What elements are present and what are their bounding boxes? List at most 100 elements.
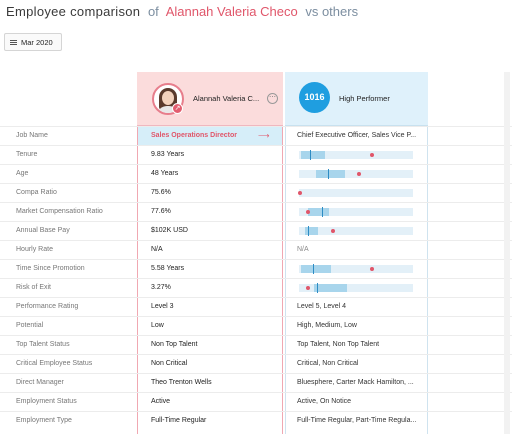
table-row: Direct Manager Theo Trenton Wells Bluesphe… [0, 373, 512, 392]
peer-value: Level 5, Level 4 [297, 303, 347, 310]
job-highlight [138, 127, 282, 145]
distribution-range [308, 208, 329, 216]
row-label: Hourly Rate [16, 246, 53, 253]
employee-value: Low [151, 322, 164, 329]
peer-column-header: 1016 High Performer [285, 72, 428, 126]
employee-value: Full-Time Regular [151, 417, 207, 424]
employee-marker [305, 286, 310, 290]
peer-group-label: High Performer [339, 94, 390, 103]
row-label: Employment Type [16, 417, 72, 424]
row-label: Direct Manager [16, 379, 64, 386]
employee-name[interactable]: Alannah Valeria C... [193, 94, 260, 103]
title-vs: vs others [305, 4, 359, 19]
distribution-bar[interactable] [299, 226, 413, 236]
distribution-median [321, 207, 323, 217]
employee-value: 48 Years [151, 170, 179, 177]
distribution-median [312, 264, 314, 274]
employee-value[interactable]: Sales Operations Director [151, 132, 237, 139]
table-row: Tenure 9.83 Years [0, 145, 512, 164]
table-row: Job Name Sales Operations Director ⟶ Chief … [0, 126, 512, 145]
employee-value: Active [151, 398, 171, 405]
distribution-range [301, 151, 326, 159]
employee-marker [331, 229, 336, 233]
table-row: Critical Employee Status Non Critical Crit… [0, 354, 512, 373]
date-filter-label: Mar 2020 [21, 37, 53, 47]
title-of: of [147, 4, 159, 19]
table-row: Risk of Exit 3.27% [0, 278, 512, 297]
row-label: Performance Rating [16, 303, 79, 310]
employee-marker [369, 153, 374, 157]
employee-value: 9.83 Years [151, 151, 185, 158]
distribution-bar[interactable] [299, 264, 413, 274]
row-label: Market Compensation Ratio [16, 208, 103, 215]
distribution-range [316, 170, 345, 178]
row-label: Risk of Exit [16, 284, 52, 291]
distribution-bar[interactable] [299, 207, 413, 217]
menu-lines-icon [10, 39, 17, 46]
row-label: Age [16, 170, 29, 177]
row-label: Annual Base Pay [16, 227, 70, 234]
table-row: Performance Rating Level 3 Level 5, Level … [0, 297, 512, 316]
peer-value: Chief Executive Officer, Sales Vice P... [297, 132, 417, 139]
distribution-range [304, 227, 319, 235]
row-label: Time Since Promotion [16, 265, 85, 272]
page-title: Employee comparison of Alannah Valeria C… [6, 4, 358, 19]
employee-value: Non Critical [151, 360, 188, 367]
peer-value: N/A [297, 246, 309, 253]
distribution-bar[interactable] [299, 150, 413, 160]
title-main: Employee comparison [6, 4, 141, 19]
arrow-right-icon[interactable]: ⟶ [258, 131, 270, 140]
employee-value: Non Top Talent [151, 341, 198, 348]
peer-count-badge: 1016 [299, 82, 330, 113]
employee-value: N/A [151, 246, 163, 253]
distribution-median [308, 226, 310, 236]
table-row: Annual Base Pay $102K USD [0, 221, 512, 240]
row-label: Potential [16, 322, 44, 329]
peer-value: Top Talent, Non Top Talent [297, 341, 380, 348]
table-row: Top Talent Status Non Top Talent Top Talen… [0, 335, 512, 354]
table-row: Potential Low High, Medium, Low [0, 316, 512, 335]
table-row: Age 48 Years [0, 164, 512, 183]
row-label: Critical Employee Status [16, 360, 93, 367]
employee-marker [305, 210, 310, 214]
employee-value: 77.6% [151, 208, 171, 215]
more-options-icon[interactable]: ⋯ [267, 93, 278, 104]
peer-value: Critical, Non Critical [297, 360, 359, 367]
avatar-face [162, 91, 174, 105]
distribution-median [310, 150, 312, 160]
table-row: Employment Status Active Active, On Notice [0, 392, 512, 411]
scrollbar[interactable] [504, 72, 510, 434]
row-label: Job Name [16, 132, 48, 139]
distribution-bar[interactable] [299, 283, 413, 293]
link-arrow-icon[interactable]: ↗ [172, 103, 183, 114]
distribution-bar[interactable] [298, 189, 413, 197]
table-row: Time Since Promotion 5.58 Years [0, 259, 512, 278]
employee-marker [298, 191, 302, 195]
distribution-range [313, 284, 347, 292]
table-row: Hourly Rate N/A N/A [0, 240, 512, 259]
avatar-body [157, 106, 179, 113]
employee-value: 75.6% [151, 189, 171, 196]
row-label: Compa Ratio [16, 189, 57, 196]
table-row: Compa Ratio 75.6% [0, 183, 512, 202]
row-label: Top Talent Status [16, 341, 70, 348]
table-row: Market Compensation Ratio 77.6% [0, 202, 512, 221]
employee-value: Theo Trenton Wells [151, 379, 212, 386]
peer-value: Bluesphere, Carter Mack Hamilton, ... [297, 379, 414, 386]
peer-value: High, Medium, Low [297, 322, 357, 329]
distribution-median [327, 169, 329, 179]
date-filter-button[interactable]: Mar 2020 [4, 33, 62, 51]
distribution-median [317, 283, 319, 293]
row-label: Tenure [16, 151, 38, 158]
peer-value: Full-Time Regular, Part-Time Regula... [297, 417, 417, 424]
employee-value: $102K USD [151, 227, 188, 234]
distribution-range [301, 265, 331, 273]
title-employee-name: Alannah Valeria Checo [165, 4, 298, 19]
row-label: Employment Status [16, 398, 77, 405]
employee-marker [357, 172, 362, 176]
distribution-bar[interactable] [299, 169, 413, 179]
employee-marker [369, 267, 374, 271]
table-row: Employment Type Full-Time Regular Full-Tim… [0, 411, 512, 430]
peer-value: Active, On Notice [297, 398, 352, 405]
employee-value: 3.27% [151, 284, 171, 291]
